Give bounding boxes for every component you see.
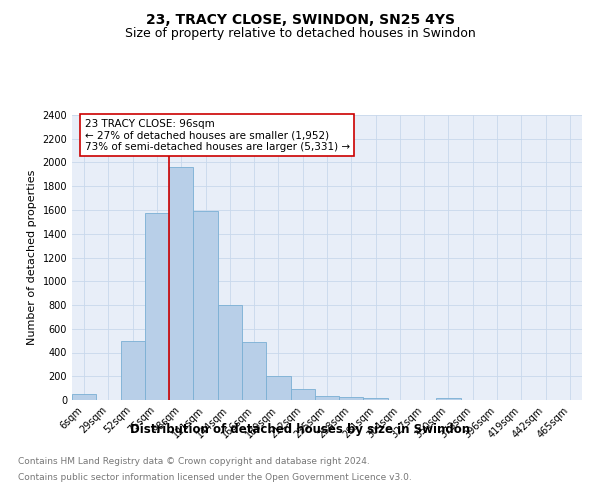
Bar [121,340,145,400]
Text: 23, TRACY CLOSE, SWINDON, SN25 4YS: 23, TRACY CLOSE, SWINDON, SN25 4YS [146,12,455,26]
Bar [290,388,315,400]
Bar [364,398,388,400]
Bar [266,376,290,400]
Bar [72,394,96,400]
Bar [169,167,193,400]
Bar [145,213,169,400]
Bar [315,396,339,400]
Bar [436,398,461,400]
Text: 23 TRACY CLOSE: 96sqm
← 27% of detached houses are smaller (1,952)
73% of semi-d: 23 TRACY CLOSE: 96sqm ← 27% of detached … [85,118,350,152]
Text: Contains HM Land Registry data © Crown copyright and database right 2024.: Contains HM Land Registry data © Crown c… [18,458,370,466]
Text: Distribution of detached houses by size in Swindon: Distribution of detached houses by size … [130,422,470,436]
Bar [339,397,364,400]
Bar [242,342,266,400]
Y-axis label: Number of detached properties: Number of detached properties [27,170,37,345]
Text: Contains public sector information licensed under the Open Government Licence v3: Contains public sector information licen… [18,472,412,482]
Bar [193,211,218,400]
Text: Size of property relative to detached houses in Swindon: Size of property relative to detached ho… [125,28,475,40]
Bar [218,305,242,400]
